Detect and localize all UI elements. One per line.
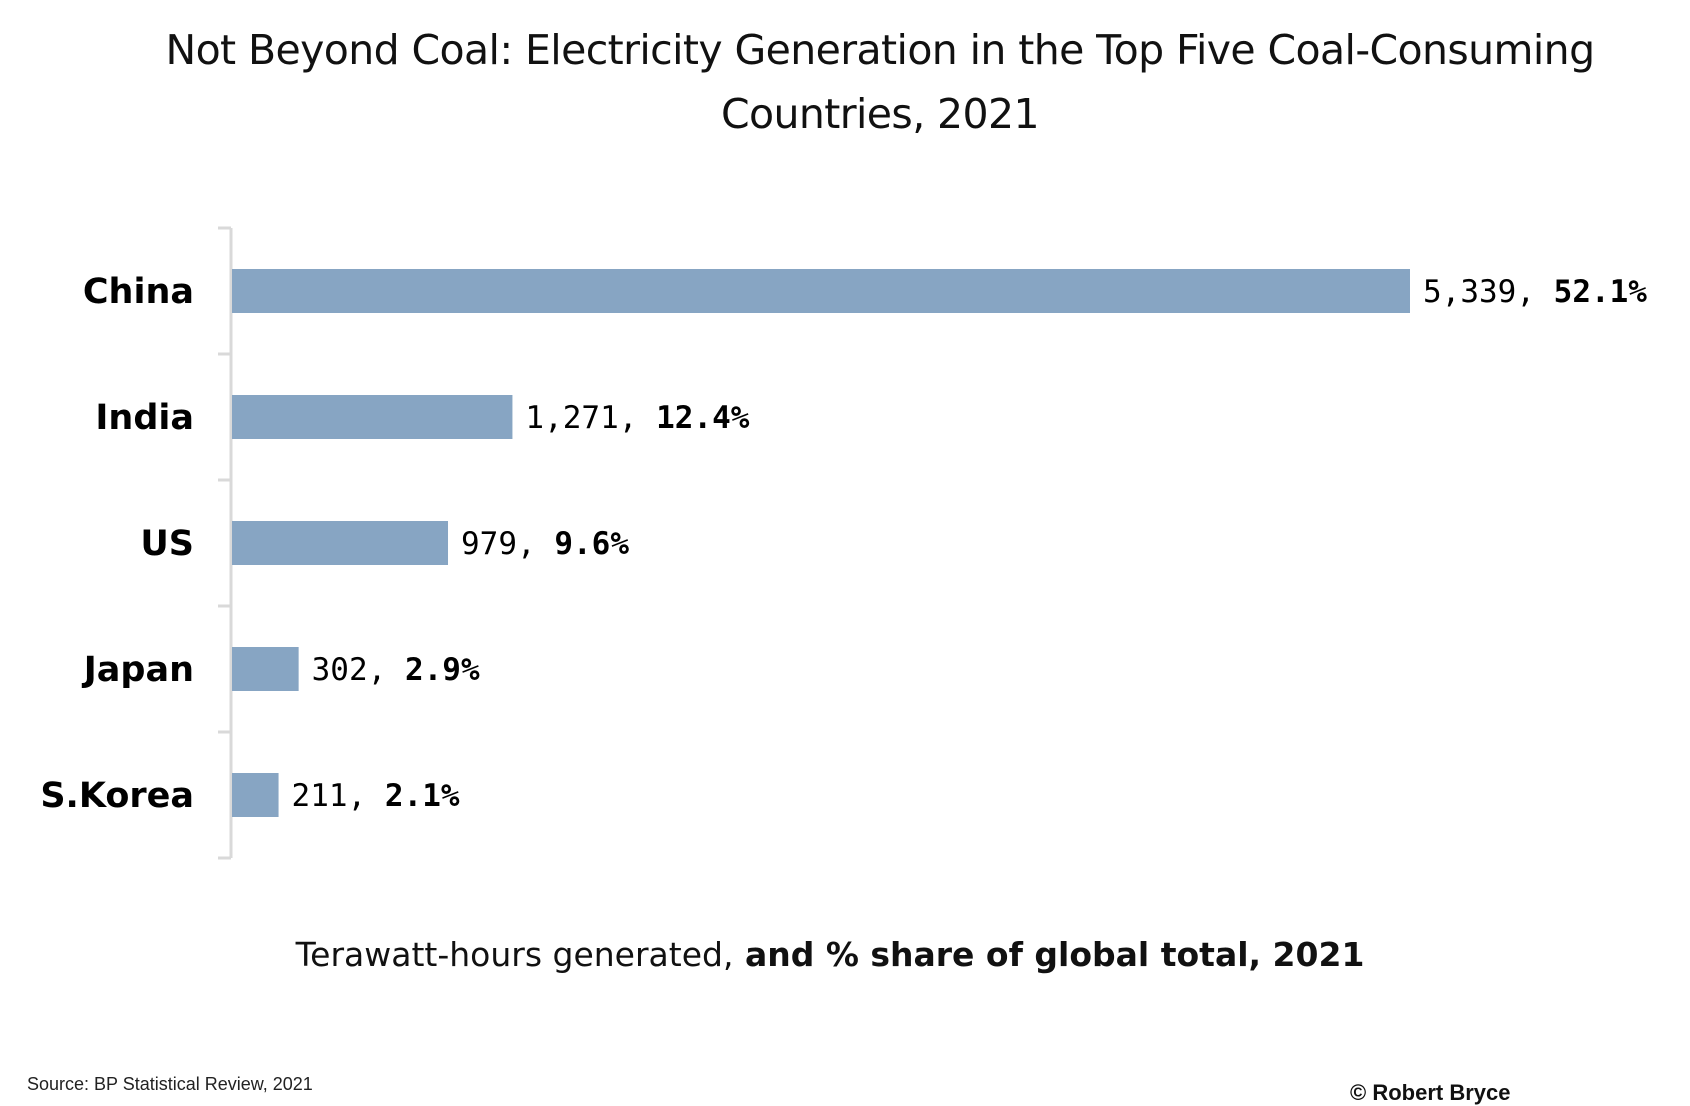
source-note: Source: BP Statistical Review, 2021 (27, 1074, 313, 1094)
category-labels-group: China India US Japan S.Korea (40, 272, 194, 816)
bar-china (232, 269, 1410, 313)
bar-skorea (232, 773, 279, 817)
data-label: 211, 2.1% (292, 778, 460, 814)
category-label: US (140, 524, 194, 564)
data-label-value: 302, (312, 652, 405, 688)
axis-caption-share: and % share of global total, 2021 (733, 935, 1365, 974)
bars-group (232, 269, 1410, 817)
data-label-value: 211, (292, 778, 385, 814)
category-label: India (95, 398, 194, 438)
data-label-share: 2.1% (385, 778, 460, 814)
copyright-notice: © Robert Bryce (1350, 1080, 1511, 1105)
category-axis (218, 226, 233, 860)
category-label: China (83, 272, 194, 312)
data-label-share: 9.6% (554, 526, 629, 562)
bar-japan (232, 647, 299, 691)
data-label-value: 5,339, (1423, 274, 1554, 310)
data-label-value: 1,271, (525, 400, 656, 436)
data-label: 5,339, 52.1% (1423, 274, 1647, 310)
data-label: 1,271, 12.4% (525, 400, 749, 436)
data-label-value: 979, (461, 526, 554, 562)
data-label-share: 12.4% (656, 400, 750, 436)
chart-title: Not Beyond Coal: Electricity Generation … (165, 26, 1596, 138)
bar-chart-plot: China India US Japan S.Korea 5,339, 52.1% 1,2… (40, 226, 1648, 860)
axis-caption: Terawatt-hours generated, and % share of… (0, 935, 1660, 974)
data-label: 302, 2.9% (312, 652, 480, 688)
bar-india (232, 395, 513, 439)
category-label: S.Korea (40, 776, 194, 816)
data-label-share: 52.1% (1554, 274, 1648, 310)
data-labels-group: 5,339, 52.1% 1,271, 12.4% 979, 9.6% 302, 2.… (292, 274, 1648, 814)
axis-caption-units: Terawatt-hours generated, (295, 935, 734, 974)
data-label: 979, 9.6% (461, 526, 629, 562)
data-label-share: 2.9% (405, 652, 480, 688)
bar-us (232, 521, 449, 565)
category-label: Japan (82, 650, 194, 690)
